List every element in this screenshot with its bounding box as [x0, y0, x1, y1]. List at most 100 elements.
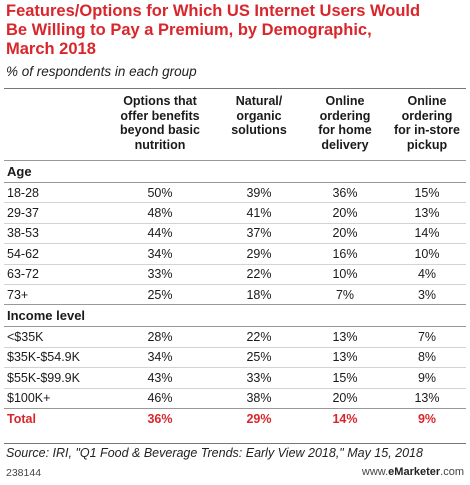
data-cell: 15% — [388, 181, 466, 203]
row-label: 29-37 — [4, 202, 104, 224]
header-rule — [4, 88, 466, 89]
data-cell: 28% — [104, 326, 216, 348]
data-cell: 29% — [216, 407, 302, 430]
data-cell: 13% — [302, 346, 388, 368]
title-line: Features/Options for Which US Internet U… — [6, 2, 421, 20]
table-row: 54-62 34% 29% 16% 10% — [4, 243, 466, 265]
column-header-line: ordering — [319, 108, 371, 123]
table-row: $55K-$99.9K 43% 33% 15% 9% — [4, 367, 466, 389]
data-cell: 41% — [216, 202, 302, 224]
column-header-row: Options that offer benefits beyond basic nu… — [4, 89, 466, 161]
data-cell: 10% — [388, 243, 466, 265]
data-cell: 7% — [302, 283, 388, 305]
data-cell: 10% — [302, 263, 388, 285]
data-cell: 7% — [388, 326, 466, 348]
table-row: $35K-$54.9K 34% 25% 13% 8% — [4, 346, 466, 368]
column-header-line: offer benefits — [120, 108, 200, 123]
data-cell: 13% — [388, 202, 466, 224]
row-label: Total — [4, 407, 104, 430]
data-cell: 36% — [104, 407, 216, 430]
data-cell: 22% — [216, 263, 302, 285]
data-cell: 29% — [216, 243, 302, 265]
data-cell: 48% — [104, 202, 216, 224]
title-line: March 2018 — [6, 40, 96, 58]
data-cell: 37% — [216, 222, 302, 244]
table-row: 18-28 50% 39% 36% 15% — [4, 181, 466, 203]
data-cell: 22% — [216, 326, 302, 348]
data-cell: 46% — [104, 387, 216, 409]
data-cell: 20% — [302, 202, 388, 224]
data-cell: 25% — [216, 346, 302, 368]
data-cell: 38% — [216, 387, 302, 409]
column-header-blank — [4, 89, 104, 161]
table-row: 73+ 25% 18% 7% 3% — [4, 283, 466, 305]
data-cell: 13% — [302, 326, 388, 348]
column-header-line: Online — [325, 94, 365, 108]
data-cell: 50% — [104, 181, 216, 203]
data-cell: 34% — [104, 346, 216, 368]
data-cell: 3% — [388, 283, 466, 305]
footer-rule — [4, 443, 466, 444]
table-row: $100K+ 46% 38% 20% 13% — [4, 387, 466, 409]
column-header-line: solutions — [231, 123, 287, 137]
total-row: Total 36% 29% 14% 9% — [4, 407, 466, 430]
row-label: 54-62 — [4, 243, 104, 265]
data-cell: 8% — [388, 346, 466, 368]
data-cell: 33% — [104, 263, 216, 285]
data-cell: 39% — [216, 181, 302, 203]
chart-subtitle: % of respondents in each group — [6, 64, 197, 79]
data-cell: 14% — [388, 222, 466, 244]
column-header-line: pickup — [406, 137, 448, 152]
data-cell: 20% — [302, 222, 388, 244]
column-header-line: Options that — [123, 94, 197, 108]
column-header-line: Natural/ — [235, 94, 283, 108]
brand-credit: www.eMarketer.com — [362, 466, 464, 478]
table-row: 63-72 33% 22% 10% 4% — [4, 263, 466, 285]
column-header-home-delivery: Online ordering for home delivery — [302, 89, 388, 161]
brand-suffix: .com — [440, 466, 464, 478]
column-header-line: Online — [407, 94, 447, 108]
data-cell: 44% — [104, 222, 216, 244]
table-row: <$35K 28% 22% 13% 7% — [4, 326, 466, 348]
column-header-line: for in-store — [394, 123, 460, 137]
data-table: Options that offer benefits beyond basic nu… — [4, 89, 466, 430]
column-header-instore-pickup: Online ordering for in-store pickup — [388, 89, 466, 161]
row-label: 63-72 — [4, 263, 104, 285]
section-blank-cell — [104, 160, 216, 183]
column-header-line: nutrition — [134, 137, 186, 152]
row-label: $100K+ — [4, 387, 104, 409]
row-label: 73+ — [4, 283, 104, 305]
data-cell: 18% — [216, 283, 302, 305]
column-header-natural-organic: Natural/organic solutions — [216, 89, 302, 161]
table-body: Age 18-28 50% 39% 36% 15% 29-37 48% 41% 20% 13% 38-… — [4, 160, 466, 430]
column-header-line: for home — [318, 123, 372, 137]
title-line: Be Willing to Pay a Premium, by Demograp… — [6, 21, 372, 39]
section-header-row: Income level — [4, 304, 466, 327]
brand-prefix: www. — [361, 466, 389, 478]
data-cell: 14% — [302, 407, 388, 430]
chart-title: Features/Options for Which US Internet U… — [6, 2, 466, 59]
row-label: Income level — [4, 304, 104, 327]
table-row: 29-37 48% 41% 20% 13% — [4, 202, 466, 224]
data-cell: 36% — [302, 181, 388, 203]
data-cell: 15% — [302, 367, 388, 389]
data-cell: 33% — [216, 367, 302, 389]
data-cell: 20% — [302, 387, 388, 409]
source-note: Source: IRI, "Q1 Food & Beverage Trends:… — [6, 446, 423, 460]
section-blank-cell — [216, 304, 302, 327]
data-cell: 34% — [104, 243, 216, 265]
chart-id: 238144 — [6, 467, 42, 479]
column-header-line: organic — [236, 108, 282, 123]
row-label: 18-28 — [4, 181, 104, 203]
column-header-line: delivery — [321, 137, 369, 152]
data-cell: 16% — [302, 243, 388, 265]
section-blank-cell — [302, 160, 388, 183]
data-cell: 9% — [388, 407, 466, 430]
data-cell: 43% — [104, 367, 216, 389]
column-header-line: beyond basic — [120, 123, 200, 137]
data-cell: 4% — [388, 263, 466, 285]
section-blank-cell — [302, 304, 388, 327]
section-blank-cell — [216, 160, 302, 183]
section-blank-cell — [388, 304, 466, 327]
row-label: $35K-$54.9K — [4, 346, 104, 368]
